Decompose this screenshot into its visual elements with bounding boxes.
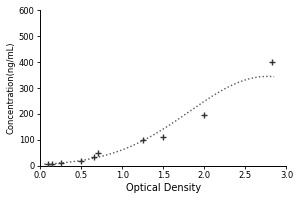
X-axis label: Optical Density: Optical Density [126, 183, 201, 193]
Y-axis label: Concentration(ng/mL): Concentration(ng/mL) [7, 42, 16, 134]
